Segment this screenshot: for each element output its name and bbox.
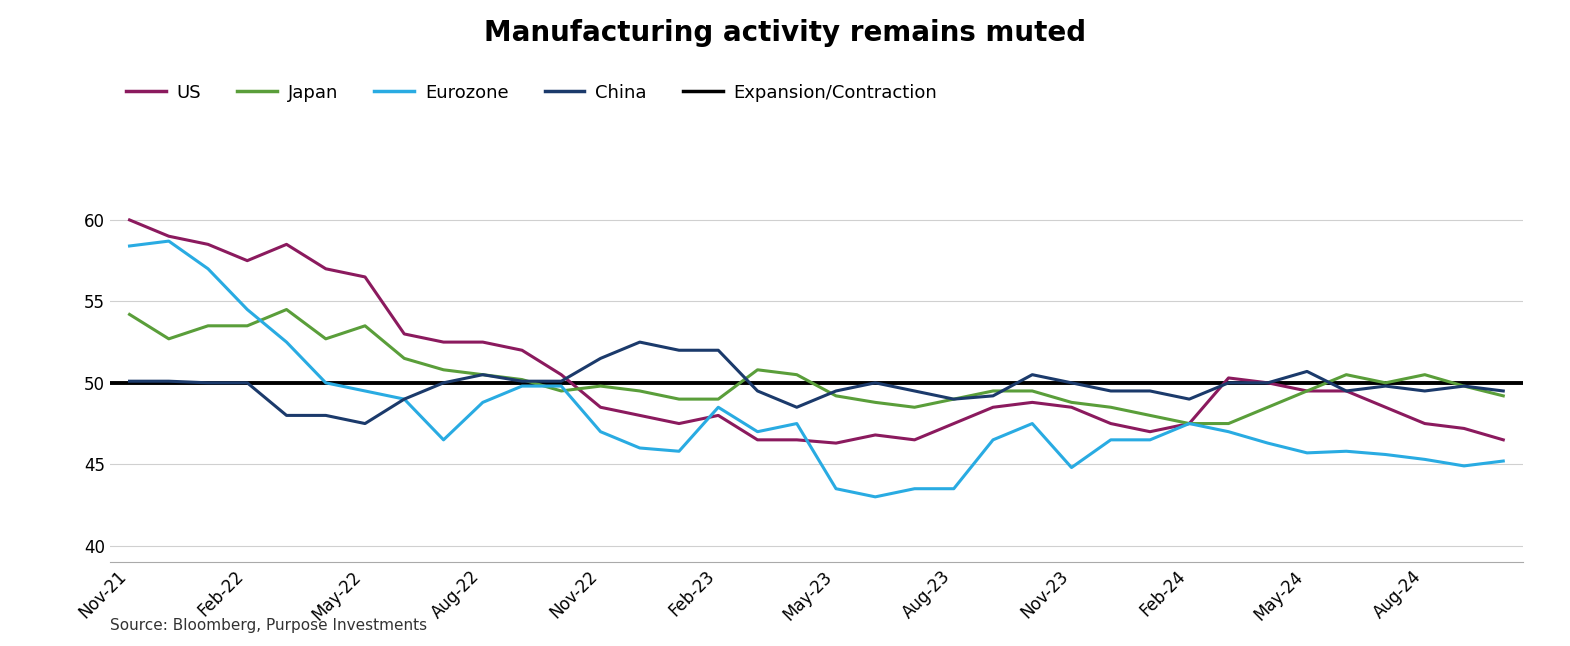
Text: Source: Bloomberg, Purpose Investments: Source: Bloomberg, Purpose Investments (110, 618, 427, 633)
Legend: US, Japan, Eurozone, China, Expansion/Contraction: US, Japan, Eurozone, China, Expansion/Co… (119, 76, 945, 109)
Text: Manufacturing activity remains muted: Manufacturing activity remains muted (484, 19, 1086, 47)
